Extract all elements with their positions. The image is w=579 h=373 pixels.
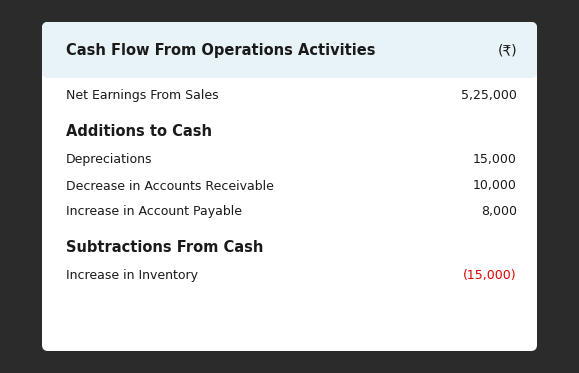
Text: 10,000: 10,000 — [473, 179, 517, 192]
Text: Increase in Inventory: Increase in Inventory — [66, 270, 198, 282]
Text: Depreciations: Depreciations — [66, 154, 152, 166]
Text: (15,000): (15,000) — [463, 270, 517, 282]
Bar — [48, 50, 531, 72]
Text: Net Earnings From Sales: Net Earnings From Sales — [66, 90, 219, 103]
Text: 15,000: 15,000 — [473, 154, 517, 166]
Text: Cash Flow From Operations Activities: Cash Flow From Operations Activities — [66, 43, 376, 57]
Text: (₹): (₹) — [497, 43, 517, 57]
Text: Increase in Account Payable: Increase in Account Payable — [66, 206, 242, 219]
Text: 5,25,000: 5,25,000 — [461, 90, 517, 103]
Text: 8,000: 8,000 — [481, 206, 517, 219]
FancyBboxPatch shape — [42, 22, 537, 351]
Bar — [48, 70, 531, 74]
Text: Subtractions From Cash: Subtractions From Cash — [66, 241, 263, 256]
Text: Additions to Cash: Additions to Cash — [66, 125, 212, 140]
FancyBboxPatch shape — [42, 22, 537, 78]
Text: Decrease in Accounts Receivable: Decrease in Accounts Receivable — [66, 179, 274, 192]
